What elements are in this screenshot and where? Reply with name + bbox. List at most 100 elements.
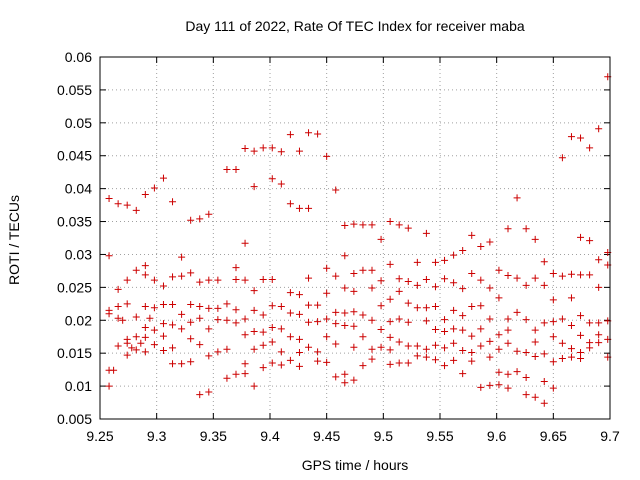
data-point <box>359 221 367 229</box>
data-point <box>323 264 331 272</box>
data-point <box>595 319 603 327</box>
data-point <box>214 276 222 284</box>
data-point <box>413 342 421 350</box>
data-point <box>386 333 394 341</box>
data-point <box>178 272 186 280</box>
data-point <box>223 374 231 382</box>
data-point <box>341 252 349 260</box>
data-point <box>386 318 394 326</box>
data-point <box>595 339 603 347</box>
data-point <box>513 368 521 376</box>
data-point <box>259 364 267 372</box>
data-point <box>386 295 394 303</box>
chart-title: Day 111 of 2022, Rate Of TEC Index for r… <box>185 18 524 34</box>
data-point <box>128 344 136 352</box>
data-point <box>395 287 403 295</box>
data-point <box>169 198 177 206</box>
data-point <box>377 302 385 310</box>
data-point <box>196 215 204 223</box>
data-point <box>531 352 539 360</box>
data-point <box>250 306 258 314</box>
data-point <box>295 204 303 212</box>
data-point <box>110 366 118 374</box>
data-point <box>567 270 575 278</box>
data-point <box>150 326 158 334</box>
data-point <box>586 271 594 279</box>
data-point <box>169 321 177 329</box>
data-point <box>404 299 412 307</box>
data-point <box>431 325 439 333</box>
data-point <box>422 353 430 361</box>
y-tick-label: 0.03 <box>65 246 92 262</box>
data-point <box>504 384 512 392</box>
data-point <box>450 279 458 287</box>
data-point <box>250 287 258 295</box>
data-point <box>422 229 430 237</box>
data-point <box>196 314 204 322</box>
data-point <box>395 315 403 323</box>
y-axis-label: ROTI / TECUs <box>6 195 22 285</box>
data-point <box>359 362 367 370</box>
y-tick-label: 0.045 <box>57 148 92 164</box>
data-point <box>268 144 276 152</box>
data-point <box>132 346 140 354</box>
y-tick-label: 0.055 <box>57 82 92 98</box>
data-points <box>105 73 612 407</box>
data-point <box>441 344 449 352</box>
data-point <box>305 301 313 309</box>
data-point <box>459 285 467 293</box>
data-point <box>468 270 476 278</box>
data-point <box>577 354 585 362</box>
data-point <box>286 356 294 364</box>
x-tick-label: 9.65 <box>540 428 567 444</box>
data-point <box>232 264 240 272</box>
data-point <box>567 322 575 330</box>
data-point <box>241 360 249 368</box>
data-point <box>586 319 594 327</box>
data-point <box>513 347 521 355</box>
data-point <box>368 221 376 229</box>
data-point <box>350 343 358 351</box>
data-point <box>558 339 566 347</box>
data-point <box>404 359 412 367</box>
data-point <box>368 316 376 324</box>
data-point <box>241 276 249 284</box>
data-point <box>595 256 603 264</box>
data-point <box>205 388 213 396</box>
data-point <box>368 266 376 274</box>
data-point <box>522 225 530 233</box>
y-tick-label: 0.035 <box>57 214 92 230</box>
data-point <box>277 180 285 188</box>
data-point <box>305 318 313 326</box>
data-point <box>540 281 548 289</box>
data-point <box>277 302 285 310</box>
data-point <box>450 325 458 333</box>
data-point <box>141 302 149 310</box>
data-point <box>268 359 276 367</box>
data-point <box>137 339 145 347</box>
data-point <box>549 270 557 278</box>
data-point <box>332 308 340 316</box>
data-point <box>459 370 467 378</box>
x-tick-label: 9.35 <box>200 428 227 444</box>
data-point <box>549 318 557 326</box>
data-point <box>305 129 313 137</box>
data-point <box>577 331 585 339</box>
data-point <box>268 275 276 283</box>
data-point <box>522 316 530 324</box>
data-point <box>486 353 494 361</box>
data-point <box>241 331 249 339</box>
data-point <box>114 302 122 310</box>
data-point <box>422 275 430 283</box>
data-point <box>577 233 585 241</box>
data-point <box>431 302 439 310</box>
data-point <box>250 345 258 353</box>
data-point <box>522 391 530 399</box>
data-point <box>504 326 512 334</box>
data-point <box>250 183 258 191</box>
data-point <box>214 316 222 324</box>
data-point <box>141 191 149 199</box>
data-point <box>259 328 267 336</box>
data-point <box>314 301 322 309</box>
data-point <box>314 348 322 356</box>
